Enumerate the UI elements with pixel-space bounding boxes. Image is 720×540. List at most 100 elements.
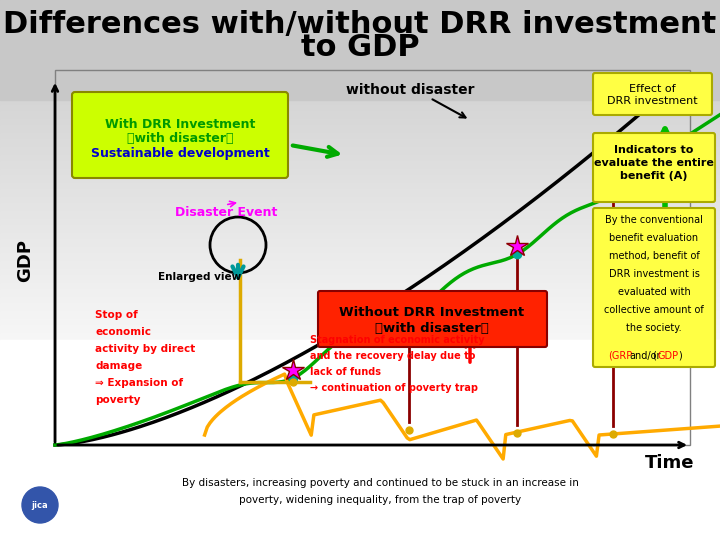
Bar (0, 391, 720, 394)
Bar (0, 171, 720, 174)
Bar (0, 69, 720, 72)
Bar (0, 361, 720, 364)
Text: Indicators to: Indicators to (614, 145, 693, 155)
Text: By disasters, increasing poverty and continued to be stuck in an increase in: By disasters, increasing poverty and con… (181, 478, 578, 488)
Bar (0, 97, 720, 100)
Bar (0, 81, 720, 84)
Bar (0, 49, 720, 52)
Bar (0, 167, 720, 170)
Bar (0, 1, 720, 4)
Bar (0, 297, 720, 300)
Bar (0, 163, 720, 166)
Bar (0, 323, 720, 326)
Bar (0, 239, 720, 242)
Bar (0, 135, 720, 138)
Text: （with disaster）: （with disaster） (375, 321, 489, 334)
Bar (0, 319, 720, 322)
Bar (0, 101, 720, 104)
Bar (0, 33, 720, 36)
Bar (0, 43, 720, 46)
Text: Effect of: Effect of (629, 84, 675, 94)
Bar (0, 353, 720, 356)
Bar (0, 277, 720, 280)
Bar (0, 283, 720, 286)
Bar (0, 207, 720, 210)
Bar (0, 259, 720, 262)
Bar (0, 127, 720, 130)
Bar (0, 125, 720, 128)
Bar (0, 325, 720, 328)
Bar (0, 289, 720, 292)
Text: ): ) (678, 351, 682, 361)
Bar (0, 51, 720, 54)
Text: Stop of: Stop of (95, 310, 138, 320)
Bar (0, 205, 720, 208)
Bar (0, 281, 720, 284)
FancyBboxPatch shape (593, 208, 715, 367)
Bar (0, 73, 720, 76)
Bar (0, 257, 720, 260)
Text: method, benefit of: method, benefit of (608, 251, 699, 261)
Bar (0, 141, 720, 144)
Bar (0, 37, 720, 40)
Bar (0, 209, 720, 212)
Bar (0, 211, 720, 214)
Text: ⇒ Expansion of: ⇒ Expansion of (95, 378, 183, 388)
Bar (0, 313, 720, 316)
Bar (0, 151, 720, 154)
Text: Stagnation of economic activity: Stagnation of economic activity (310, 335, 485, 345)
Bar (0, 363, 720, 366)
Text: DRR investment is: DRR investment is (608, 269, 699, 279)
Bar (0, 41, 720, 44)
Text: poverty, widening inequality, from the trap of poverty: poverty, widening inequality, from the t… (239, 495, 521, 505)
Text: evaluated with: evaluated with (618, 287, 690, 297)
Bar (0, 337, 720, 340)
Bar (0, 255, 720, 258)
Bar (0, 333, 720, 336)
Bar (0, 59, 720, 62)
Text: → continuation of poverty trap: → continuation of poverty trap (310, 383, 478, 393)
Bar (0, 27, 720, 30)
Bar (0, 269, 720, 272)
Bar (0, 309, 720, 312)
Bar (0, 395, 720, 398)
Bar (0, 79, 720, 82)
Bar (0, 45, 720, 48)
Text: GDP: GDP (16, 239, 34, 281)
Bar (0, 129, 720, 132)
Bar (0, 355, 720, 358)
Bar (0, 369, 720, 372)
Bar (0, 177, 720, 180)
Text: activity by direct: activity by direct (95, 344, 195, 354)
Bar (0, 340, 720, 540)
Bar (0, 107, 720, 110)
Bar (0, 237, 720, 240)
Bar (0, 317, 720, 320)
Bar (0, 0, 720, 100)
Bar (0, 47, 720, 50)
Text: the society.: the society. (626, 323, 682, 333)
Bar (0, 139, 720, 142)
Bar (0, 39, 720, 42)
Bar (0, 95, 720, 98)
Bar (0, 383, 720, 386)
Bar (0, 253, 720, 256)
Bar (0, 243, 720, 246)
Bar (0, 347, 720, 350)
Text: Sustainable development: Sustainable development (91, 147, 269, 160)
Text: （with disaster）: （with disaster） (127, 132, 233, 145)
Bar (0, 373, 720, 376)
Bar (0, 109, 720, 112)
Bar (0, 67, 720, 70)
Bar (0, 189, 720, 192)
Bar (0, 75, 720, 78)
Bar (0, 143, 720, 146)
Bar (0, 365, 720, 368)
Bar (0, 287, 720, 290)
Bar (0, 191, 720, 194)
Text: lack of funds: lack of funds (310, 367, 381, 377)
Bar (0, 247, 720, 250)
Bar (0, 301, 720, 304)
Bar (0, 9, 720, 12)
Bar (0, 155, 720, 158)
